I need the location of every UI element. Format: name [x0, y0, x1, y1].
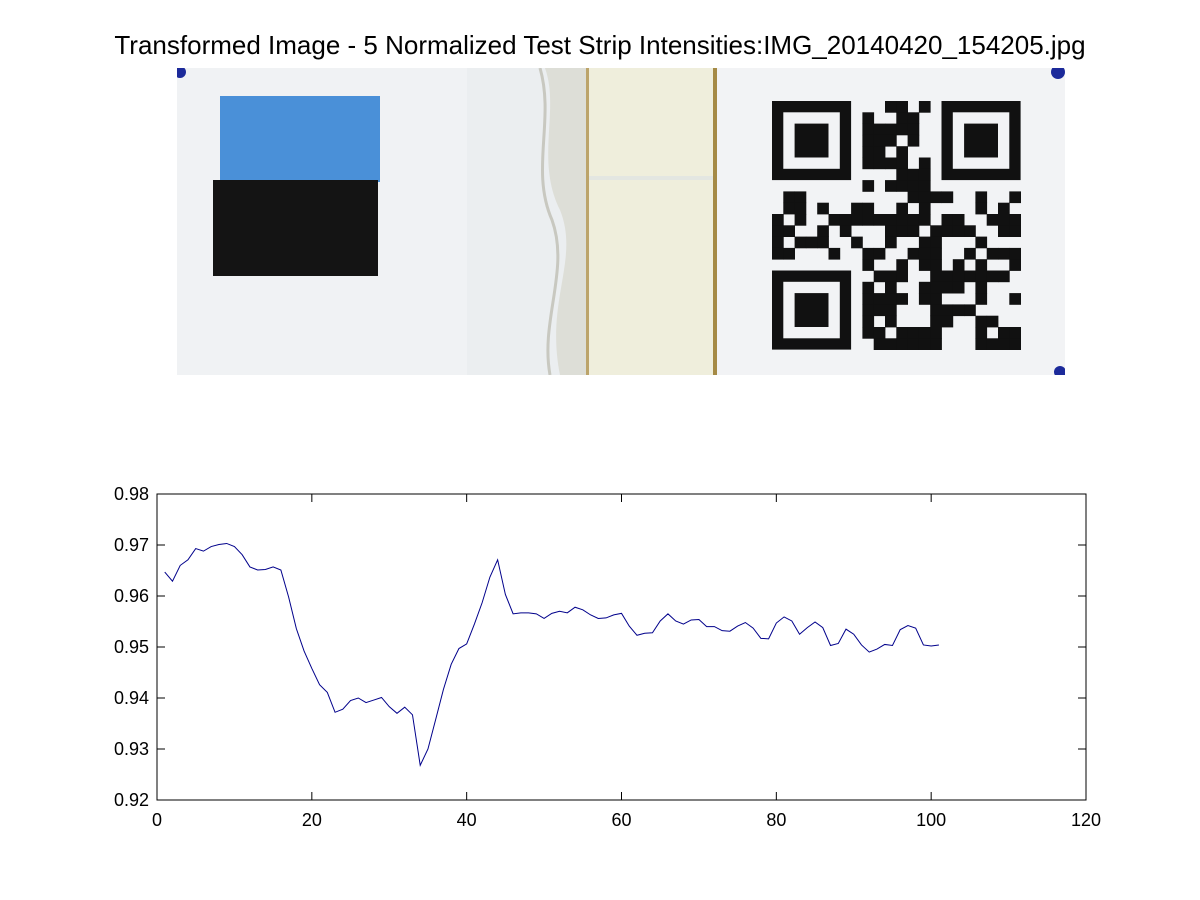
x-tick-label: 60 [611, 810, 631, 830]
fiducial-dot-top-right [1051, 68, 1065, 79]
test-window-border-left [586, 68, 589, 375]
x-tick-label: 80 [766, 810, 786, 830]
x-tick-label: 0 [152, 810, 162, 830]
plot-frame [156, 493, 1087, 801]
x-axis: 0 20 40 60 80 100 120 [152, 494, 1101, 830]
y-tick-label: 0.93 [114, 739, 149, 759]
y-tick-label: 0.94 [114, 688, 149, 708]
plot-area: 0 20 40 60 80 100 120 0.92 0.93 0.94 0.95 0.96 0.97… [114, 484, 1101, 830]
test-window [587, 68, 715, 375]
y-tick-label: 0.96 [114, 586, 149, 606]
qr-code [772, 101, 1021, 350]
x-tick-label: 40 [457, 810, 477, 830]
y-tick-label: 0.95 [114, 637, 149, 657]
x-tick-label: 20 [302, 810, 322, 830]
x-tick-label: 120 [1071, 810, 1101, 830]
fiducial-dot-bottom-right [1054, 366, 1065, 375]
intensity-series-line [164, 542, 939, 768]
y-axis: 0.92 0.93 0.94 0.95 0.96 0.97 0.98 [114, 484, 1086, 810]
calibration-square-blue [220, 96, 380, 182]
y-tick-label: 0.98 [114, 484, 149, 504]
fiducial-dot-top-left [177, 68, 186, 78]
test-window-line [589, 176, 713, 180]
tape-edge [545, 68, 587, 375]
test-window-border-right [713, 68, 717, 375]
y-tick-label: 0.97 [114, 535, 149, 555]
figure-title: Transformed Image - 5 Normalized Test St… [114, 30, 1086, 60]
test-strip-photo [177, 68, 1065, 375]
calibration-square-black [213, 180, 378, 276]
x-tick-label: 100 [916, 810, 946, 830]
tape-edge-highlight [538, 68, 560, 375]
y-tick-label: 0.92 [114, 790, 149, 810]
